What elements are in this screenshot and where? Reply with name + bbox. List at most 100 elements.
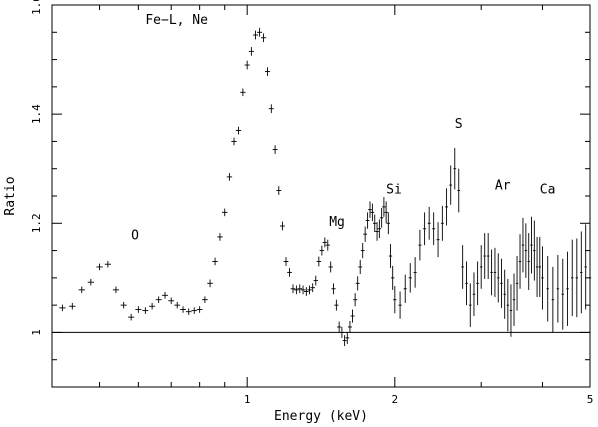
- data-point: [358, 259, 363, 275]
- data-point: [509, 284, 513, 337]
- data-point: [268, 104, 274, 114]
- y-tick-label: 1.4: [30, 104, 43, 124]
- data-point: [334, 299, 339, 311]
- data-point: [59, 304, 66, 312]
- data-point: [347, 320, 352, 333]
- data-point: [120, 301, 127, 309]
- data-point: [436, 222, 440, 258]
- data-point: [432, 212, 436, 246]
- data-point: [252, 30, 259, 40]
- data-point: [497, 253, 500, 303]
- data-point: [264, 67, 270, 76]
- y-tick-label: 1.2: [30, 213, 43, 233]
- data-point: [355, 276, 360, 291]
- data-point: [279, 221, 285, 231]
- data-points: [59, 27, 592, 347]
- data-point: [479, 245, 483, 289]
- x-tick-label: 2: [392, 393, 399, 406]
- data-point: [533, 220, 536, 281]
- axis-ticks: 1 2 5 1 1.2 1.4 1.6: [30, 0, 593, 406]
- data-point: [168, 297, 175, 305]
- data-point: [222, 208, 228, 217]
- data-point: [202, 296, 208, 303]
- data-point: [493, 247, 497, 297]
- line-label: Fe−L, Ne: [145, 13, 208, 28]
- data-point: [191, 307, 198, 314]
- data-point: [386, 212, 391, 235]
- data-point: [155, 296, 162, 303]
- data-point: [440, 205, 444, 241]
- data-point: [445, 188, 448, 226]
- data-point: [541, 246, 544, 310]
- data-point: [235, 126, 242, 135]
- y-tick-label: 1: [30, 329, 43, 336]
- data-point: [427, 206, 431, 240]
- data-point: [322, 237, 328, 248]
- data-point: [382, 197, 386, 217]
- data-point: [345, 331, 350, 344]
- data-point: [294, 285, 299, 295]
- data-point: [449, 165, 453, 205]
- data-point: [350, 309, 355, 323]
- data-point: [472, 272, 476, 317]
- data-point: [584, 224, 587, 310]
- line-label: Mg: [329, 215, 345, 230]
- data-point: [461, 245, 464, 289]
- data-point: [248, 47, 254, 56]
- data-point: [512, 273, 516, 326]
- line-label: S: [455, 117, 463, 132]
- data-point: [521, 217, 525, 273]
- data-point: [300, 285, 306, 295]
- data-point: [257, 27, 263, 37]
- data-point: [457, 168, 461, 213]
- data-point: [217, 233, 223, 241]
- data-point: [490, 249, 493, 296]
- data-point: [272, 145, 278, 154]
- data-point: [551, 266, 555, 333]
- data-point: [518, 234, 522, 289]
- data-point: [283, 257, 289, 266]
- y-axis-title: Ratio: [3, 176, 18, 215]
- data-point: [527, 233, 530, 290]
- data-point: [413, 257, 417, 288]
- y-tick-label: 1.6: [30, 0, 43, 15]
- data-point: [231, 137, 237, 146]
- data-point: [503, 269, 506, 319]
- data-point: [535, 236, 539, 297]
- data-point: [328, 261, 333, 273]
- data-point: [325, 239, 330, 251]
- line-label: O: [131, 229, 139, 244]
- data-point: [476, 261, 479, 306]
- data-point: [372, 214, 377, 233]
- data-point: [566, 251, 569, 326]
- data-point: [515, 256, 519, 311]
- data-point: [207, 279, 213, 288]
- data-point: [342, 335, 347, 347]
- data-point: [180, 306, 186, 313]
- data-point: [538, 236, 541, 297]
- data-point: [162, 292, 168, 299]
- data-point: [226, 173, 233, 181]
- data-point: [375, 222, 379, 241]
- data-point: [185, 308, 192, 315]
- data-point: [403, 274, 407, 303]
- data-point: [423, 212, 427, 246]
- data-point: [393, 286, 397, 314]
- data-point: [112, 286, 120, 294]
- data-point: [244, 60, 250, 70]
- data-point: [319, 245, 325, 256]
- data-point: [377, 219, 382, 239]
- data-point: [290, 284, 296, 294]
- data-point: [363, 226, 368, 242]
- line-label: Ca: [540, 182, 556, 197]
- data-point: [339, 326, 344, 338]
- data-point: [78, 286, 85, 294]
- line-label: Ar: [495, 178, 511, 193]
- data-point: [337, 321, 342, 333]
- data-point: [370, 203, 375, 222]
- data-point: [69, 302, 76, 310]
- data-point: [453, 147, 457, 190]
- data-point: [128, 313, 135, 321]
- data-point: [483, 233, 486, 279]
